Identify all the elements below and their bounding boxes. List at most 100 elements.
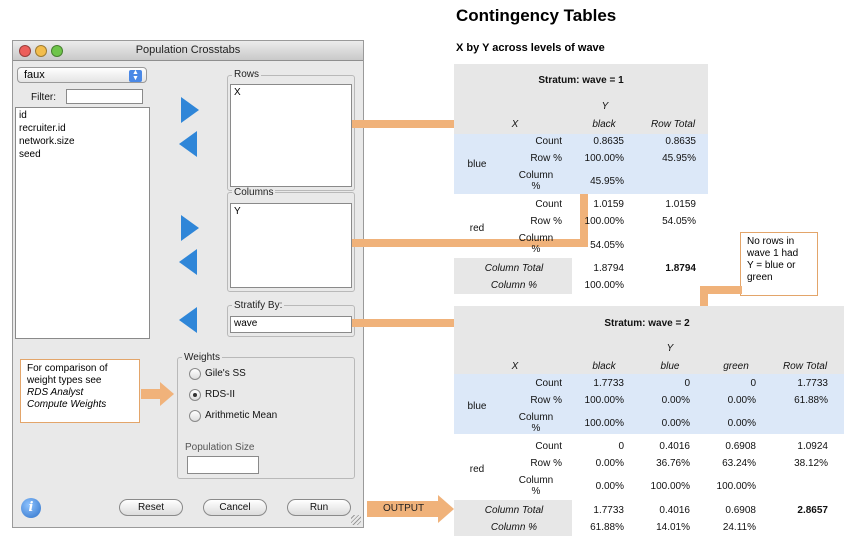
stratum1-cell: 1.0159 <box>665 199 696 210</box>
cancel-button[interactable]: Cancel <box>203 499 267 516</box>
stratum2-coltotal-label: Column Total <box>484 505 544 516</box>
weights-note-line: RDS Analyst <box>27 387 84 398</box>
list-item[interactable]: X <box>234 87 241 98</box>
stratum2-cell: 63.24% <box>722 458 756 469</box>
stratum2-cell: 0 <box>750 378 756 389</box>
page-title: Contingency Tables <box>456 6 617 25</box>
rows-group <box>227 75 355 191</box>
add-to-columns-arrow-icon[interactable] <box>181 215 199 241</box>
stratum2-cell: 0.4016 <box>659 505 690 516</box>
no-rows-line: Y = blue or <box>747 260 796 271</box>
stratum2-cell: 14.01% <box>656 522 690 533</box>
window-title: Population Crosstabs <box>135 44 241 56</box>
radio-giles-ss[interactable] <box>189 368 201 380</box>
close-window-icon[interactable] <box>19 45 31 57</box>
stratum2-cell: 100.00% <box>716 481 756 492</box>
stratum2-grand-total: 2.8657 <box>797 505 828 516</box>
stratum1-grand-total: 1.8794 <box>665 263 696 274</box>
info-icon[interactable]: i <box>21 498 41 518</box>
list-item[interactable]: id <box>19 110 27 121</box>
radio-arithmetic-mean[interactable] <box>189 410 201 422</box>
output-arrow <box>367 501 439 517</box>
rows-list[interactable]: X <box>230 84 352 187</box>
popsize-input[interactable] <box>187 456 259 474</box>
stratum2-cell: 0.6908 <box>725 441 756 452</box>
dataset-select[interactable]: faux ▲ ▼ <box>17 67 147 83</box>
resize-grip-icon[interactable] <box>351 515 361 525</box>
stratum2-header: Stratum: wave = 2 <box>604 318 690 329</box>
stratum1-cell: 1.0159 <box>593 199 624 210</box>
stratum1-row-red: red <box>469 223 485 234</box>
title-bar[interactable]: Population Crosstabs <box>13 41 363 61</box>
stratum1-cell: 54.05% <box>662 216 696 227</box>
stratify-input[interactable]: wave <box>230 316 352 333</box>
stratum1-coltotal-label: Column Total <box>484 263 544 274</box>
stratum2-cell: 0.00% <box>595 481 624 492</box>
radio-label-arithmetic-mean[interactable]: Arithmetic Mean <box>205 410 278 421</box>
stratum2-row-blue: blue <box>467 401 487 412</box>
stratum2-cell: 0.00% <box>595 458 624 469</box>
dataset-value: faux <box>24 69 45 81</box>
radio-label-rds-ii[interactable]: RDS-II <box>205 389 235 400</box>
list-item[interactable]: recruiter.id <box>19 123 66 134</box>
stratum2-rowpct-label: Row % <box>530 395 562 406</box>
stratum2-colpct-label: Column% <box>518 475 554 497</box>
stratum2-cell: 1.7733 <box>797 378 828 389</box>
stratum1-cell: 100.00% <box>584 216 624 227</box>
stratum2-cell: 24.11% <box>722 522 756 533</box>
stratum2-var-row: X <box>511 361 519 372</box>
variable-list[interactable]: id recruiter.id network.size seed <box>15 107 150 339</box>
rows-label: Rows <box>232 69 262 80</box>
stratum2-cell: 36.76% <box>656 458 690 469</box>
stratum1-var-col: Y <box>601 101 609 112</box>
stratum2-cell: 38.12% <box>794 458 828 469</box>
stratum2-cell: 0.4016 <box>659 441 690 452</box>
add-to-rows-arrow-icon[interactable] <box>181 97 199 123</box>
weights-note-arrow <box>141 389 161 399</box>
list-item[interactable]: seed <box>19 149 41 160</box>
radio-rds-ii[interactable] <box>189 389 201 401</box>
filter-input[interactable] <box>66 89 143 104</box>
stratum2-cell: 1.7733 <box>593 505 624 516</box>
minimize-window-icon[interactable] <box>35 45 47 57</box>
remove-from-columns-arrow-icon[interactable] <box>179 249 197 275</box>
list-item[interactable]: network.size <box>19 136 75 147</box>
stratum2-col-green: green <box>723 361 749 372</box>
stratify-arrow-icon[interactable] <box>179 307 197 333</box>
stratum2-cell: 0.00% <box>727 418 756 429</box>
stratum2-total-bg <box>454 500 572 536</box>
population-crosstabs-dialog: Population Crosstabs faux ▲ ▼ Filter: id … <box>12 40 364 528</box>
weights-label: Weights <box>182 352 222 363</box>
weights-note-arrowhead <box>160 382 174 406</box>
reset-button[interactable]: Reset <box>119 499 183 516</box>
stratum1-header-bg <box>454 64 708 134</box>
stratum1-rowpct-label: Row % <box>530 153 562 164</box>
stratum1-cell: 1.8794 <box>593 263 624 274</box>
stratum2-cell: 61.88% <box>794 395 828 406</box>
list-item[interactable]: Y <box>234 206 241 217</box>
stratum2-col-black: black <box>592 361 616 372</box>
remove-from-rows-arrow-icon[interactable] <box>179 131 197 157</box>
stratum1-cell: 0.8635 <box>665 136 696 147</box>
weights-note-line: weight types see <box>27 375 102 386</box>
stratum2-cell: 0 <box>684 378 690 389</box>
columns-output-arrow-vertical <box>580 186 588 247</box>
stratum2-row-red: red <box>469 464 485 475</box>
stratum1-cell: 45.95% <box>662 153 696 164</box>
run-button[interactable]: Run <box>287 499 351 516</box>
stratum1-colpct-total-label: Column % <box>490 280 538 291</box>
no-rows-callout: No rows in wave 1 had Y = blue or green <box>740 232 818 296</box>
stratify-label: Stratify By: <box>232 300 285 311</box>
stratum1-count-label: Count <box>535 136 562 147</box>
weights-note-line: Compute Weights <box>27 399 107 410</box>
stratum2-cell: 0.00% <box>661 395 690 406</box>
stratum1-cell: 45.95% <box>590 176 624 187</box>
stratum1-colpct-label: Column% <box>518 233 554 255</box>
stratum1-header: Stratum: wave = 1 <box>538 75 624 86</box>
stratum2-cell: 100.00% <box>584 395 624 406</box>
zoom-window-icon[interactable] <box>51 45 63 57</box>
radio-label-giles-ss[interactable]: Gile's SS <box>205 368 246 379</box>
stratum2-cell: 1.7733 <box>593 378 624 389</box>
columns-list[interactable]: Y <box>230 203 352 288</box>
popsize-label: Population Size <box>185 442 255 453</box>
